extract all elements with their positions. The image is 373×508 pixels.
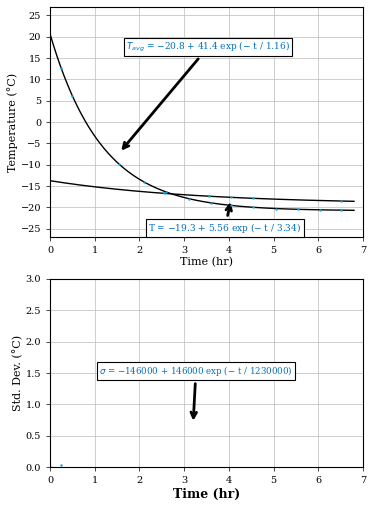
Point [250, 203, 256, 211]
Point [161, 486, 167, 494]
Point [186, 195, 192, 203]
Point [161, 189, 167, 198]
Point [338, 197, 344, 205]
X-axis label: Time (hr): Time (hr) [180, 257, 233, 267]
Point [116, 161, 122, 169]
Point [295, 205, 301, 213]
Point [248, 499, 254, 507]
Point [69, 92, 75, 100]
Point [186, 491, 192, 499]
Y-axis label: Temperature (°C): Temperature (°C) [7, 73, 18, 172]
Point [58, 65, 64, 73]
Point [317, 206, 323, 214]
Point [206, 192, 212, 200]
Point [137, 481, 142, 489]
Point [69, 470, 75, 478]
Point [273, 205, 279, 213]
Point [103, 480, 109, 488]
Point [273, 504, 279, 508]
Text: $T_{avg}$ = $-$20.8 + 41.4 exp ($-$ t / 1.16): $T_{avg}$ = $-$20.8 + 41.4 exp ($-$ t / … [123, 40, 290, 148]
Point [58, 461, 64, 469]
Point [163, 188, 169, 196]
Point [338, 206, 344, 214]
Text: T = $-$19.3 + 5.56 exp ($-$ t / 3.34): T = $-$19.3 + 5.56 exp ($-$ t / 3.34) [148, 205, 302, 235]
Point [250, 194, 256, 202]
Text: $\sigma$ = $-$146000 + 146000 exp ($-$ t / 1230000): $\sigma$ = $-$146000 + 146000 exp ($-$ t… [99, 364, 292, 418]
Point [208, 199, 214, 207]
Y-axis label: Std. Dev. (°C): Std. Dev. (°C) [12, 335, 23, 411]
X-axis label: Time (hr): Time (hr) [173, 488, 240, 501]
Point [228, 201, 234, 209]
Point [141, 178, 147, 186]
Point [228, 194, 234, 202]
Point [208, 493, 214, 501]
